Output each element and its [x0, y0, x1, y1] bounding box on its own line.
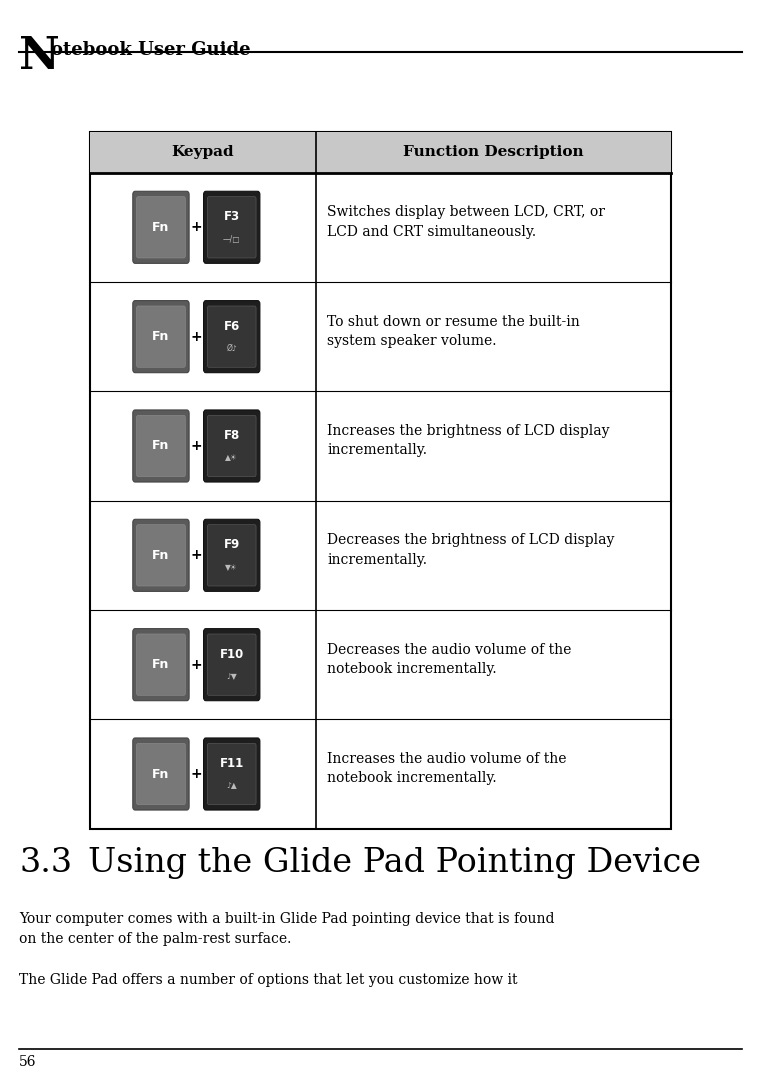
- FancyBboxPatch shape: [207, 415, 256, 477]
- Text: +: +: [190, 658, 202, 671]
- FancyBboxPatch shape: [203, 519, 260, 591]
- FancyBboxPatch shape: [132, 738, 189, 810]
- Text: Function Description: Function Description: [403, 146, 584, 159]
- Text: F8: F8: [224, 429, 240, 442]
- Text: Switches display between LCD, CRT, or
LCD and CRT simultaneously.: Switches display between LCD, CRT, or LC…: [327, 205, 605, 238]
- Text: Fn: Fn: [152, 767, 170, 780]
- Text: Using the Glide Pad Pointing Device: Using the Glide Pad Pointing Device: [88, 847, 701, 879]
- FancyBboxPatch shape: [132, 629, 189, 700]
- Text: F6: F6: [224, 319, 240, 332]
- Text: +: +: [190, 220, 202, 234]
- Text: ♪▲: ♪▲: [226, 781, 237, 790]
- FancyBboxPatch shape: [203, 410, 260, 482]
- FancyBboxPatch shape: [132, 301, 189, 372]
- Text: +: +: [190, 330, 202, 343]
- Text: ▼☀: ▼☀: [225, 562, 238, 572]
- FancyBboxPatch shape: [207, 743, 256, 805]
- Text: Increases the brightness of LCD display
incrementally.: Increases the brightness of LCD display …: [327, 424, 610, 457]
- Bar: [90, 132, 671, 173]
- FancyBboxPatch shape: [207, 524, 256, 586]
- FancyBboxPatch shape: [136, 415, 186, 477]
- FancyBboxPatch shape: [136, 743, 186, 805]
- Text: +: +: [190, 439, 202, 453]
- Text: The Glide Pad offers a number of options that let you customize how it: The Glide Pad offers a number of options…: [19, 973, 517, 987]
- FancyBboxPatch shape: [203, 301, 260, 372]
- Text: F3: F3: [224, 210, 240, 223]
- Text: 3.3: 3.3: [19, 847, 72, 879]
- Text: F11: F11: [220, 757, 244, 770]
- FancyBboxPatch shape: [207, 634, 256, 695]
- FancyBboxPatch shape: [136, 196, 186, 258]
- FancyBboxPatch shape: [203, 738, 260, 810]
- FancyBboxPatch shape: [132, 410, 189, 482]
- FancyBboxPatch shape: [132, 191, 189, 263]
- FancyBboxPatch shape: [136, 524, 186, 586]
- Text: +: +: [190, 767, 202, 781]
- Text: F10: F10: [220, 647, 244, 660]
- FancyBboxPatch shape: [203, 191, 260, 263]
- FancyBboxPatch shape: [203, 629, 260, 700]
- Text: Keypad: Keypad: [171, 146, 234, 159]
- Text: Fn: Fn: [152, 658, 170, 671]
- Text: F9: F9: [224, 538, 240, 551]
- FancyBboxPatch shape: [132, 519, 189, 591]
- Text: Your computer comes with a built-in Glide Pad pointing device that is found
on t: Your computer comes with a built-in Glid…: [19, 912, 555, 946]
- Text: To shut down or resume the built-in
system speaker volume.: To shut down or resume the built-in syst…: [327, 314, 580, 349]
- Text: ▲☀: ▲☀: [225, 453, 238, 462]
- FancyBboxPatch shape: [136, 306, 186, 367]
- Text: ♪▼: ♪▼: [226, 672, 237, 681]
- Text: Fn: Fn: [152, 549, 170, 562]
- Text: Ø♪: Ø♪: [226, 344, 237, 353]
- Text: Decreases the audio volume of the
notebook incrementally.: Decreases the audio volume of the notebo…: [327, 642, 572, 677]
- Text: otebook User Guide: otebook User Guide: [51, 41, 250, 59]
- Text: +: +: [190, 548, 202, 562]
- Text: Increases the audio volume of the
notebook incrementally.: Increases the audio volume of the notebo…: [327, 752, 567, 786]
- Text: Fn: Fn: [152, 221, 170, 234]
- FancyBboxPatch shape: [136, 634, 186, 695]
- Text: Decreases the brightness of LCD display
incrementally.: Decreases the brightness of LCD display …: [327, 533, 615, 566]
- Text: Fn: Fn: [152, 330, 170, 343]
- FancyBboxPatch shape: [207, 306, 256, 367]
- Text: Fn: Fn: [152, 439, 170, 452]
- Text: N: N: [19, 35, 60, 78]
- Text: 56: 56: [19, 1055, 37, 1069]
- Text: —/□: —/□: [223, 234, 240, 244]
- FancyBboxPatch shape: [207, 196, 256, 258]
- FancyBboxPatch shape: [90, 132, 671, 829]
